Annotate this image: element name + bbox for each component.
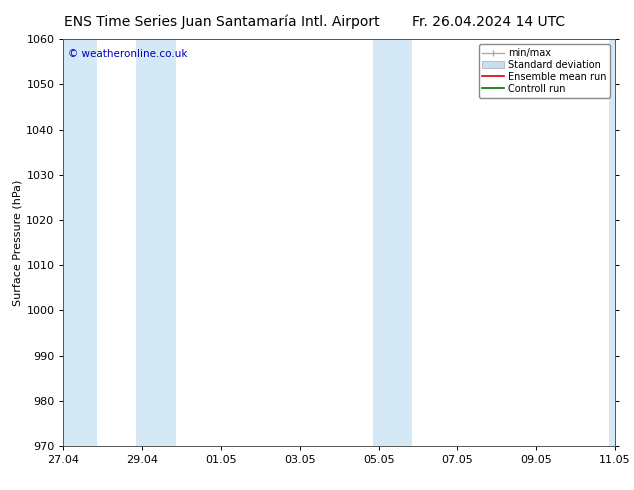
Bar <box>609 39 615 446</box>
Text: Fr. 26.04.2024 14 UTC: Fr. 26.04.2024 14 UTC <box>411 15 565 29</box>
Text: © weatheronline.co.uk: © weatheronline.co.uk <box>68 49 187 59</box>
Y-axis label: Surface Pressure (hPa): Surface Pressure (hPa) <box>12 179 22 306</box>
Bar <box>136 39 176 446</box>
Bar <box>373 39 412 446</box>
Text: ENS Time Series Juan Santamaría Intl. Airport: ENS Time Series Juan Santamaría Intl. Ai… <box>64 15 380 29</box>
Bar <box>63 39 97 446</box>
Legend: min/max, Standard deviation, Ensemble mean run, Controll run: min/max, Standard deviation, Ensemble me… <box>479 44 610 98</box>
